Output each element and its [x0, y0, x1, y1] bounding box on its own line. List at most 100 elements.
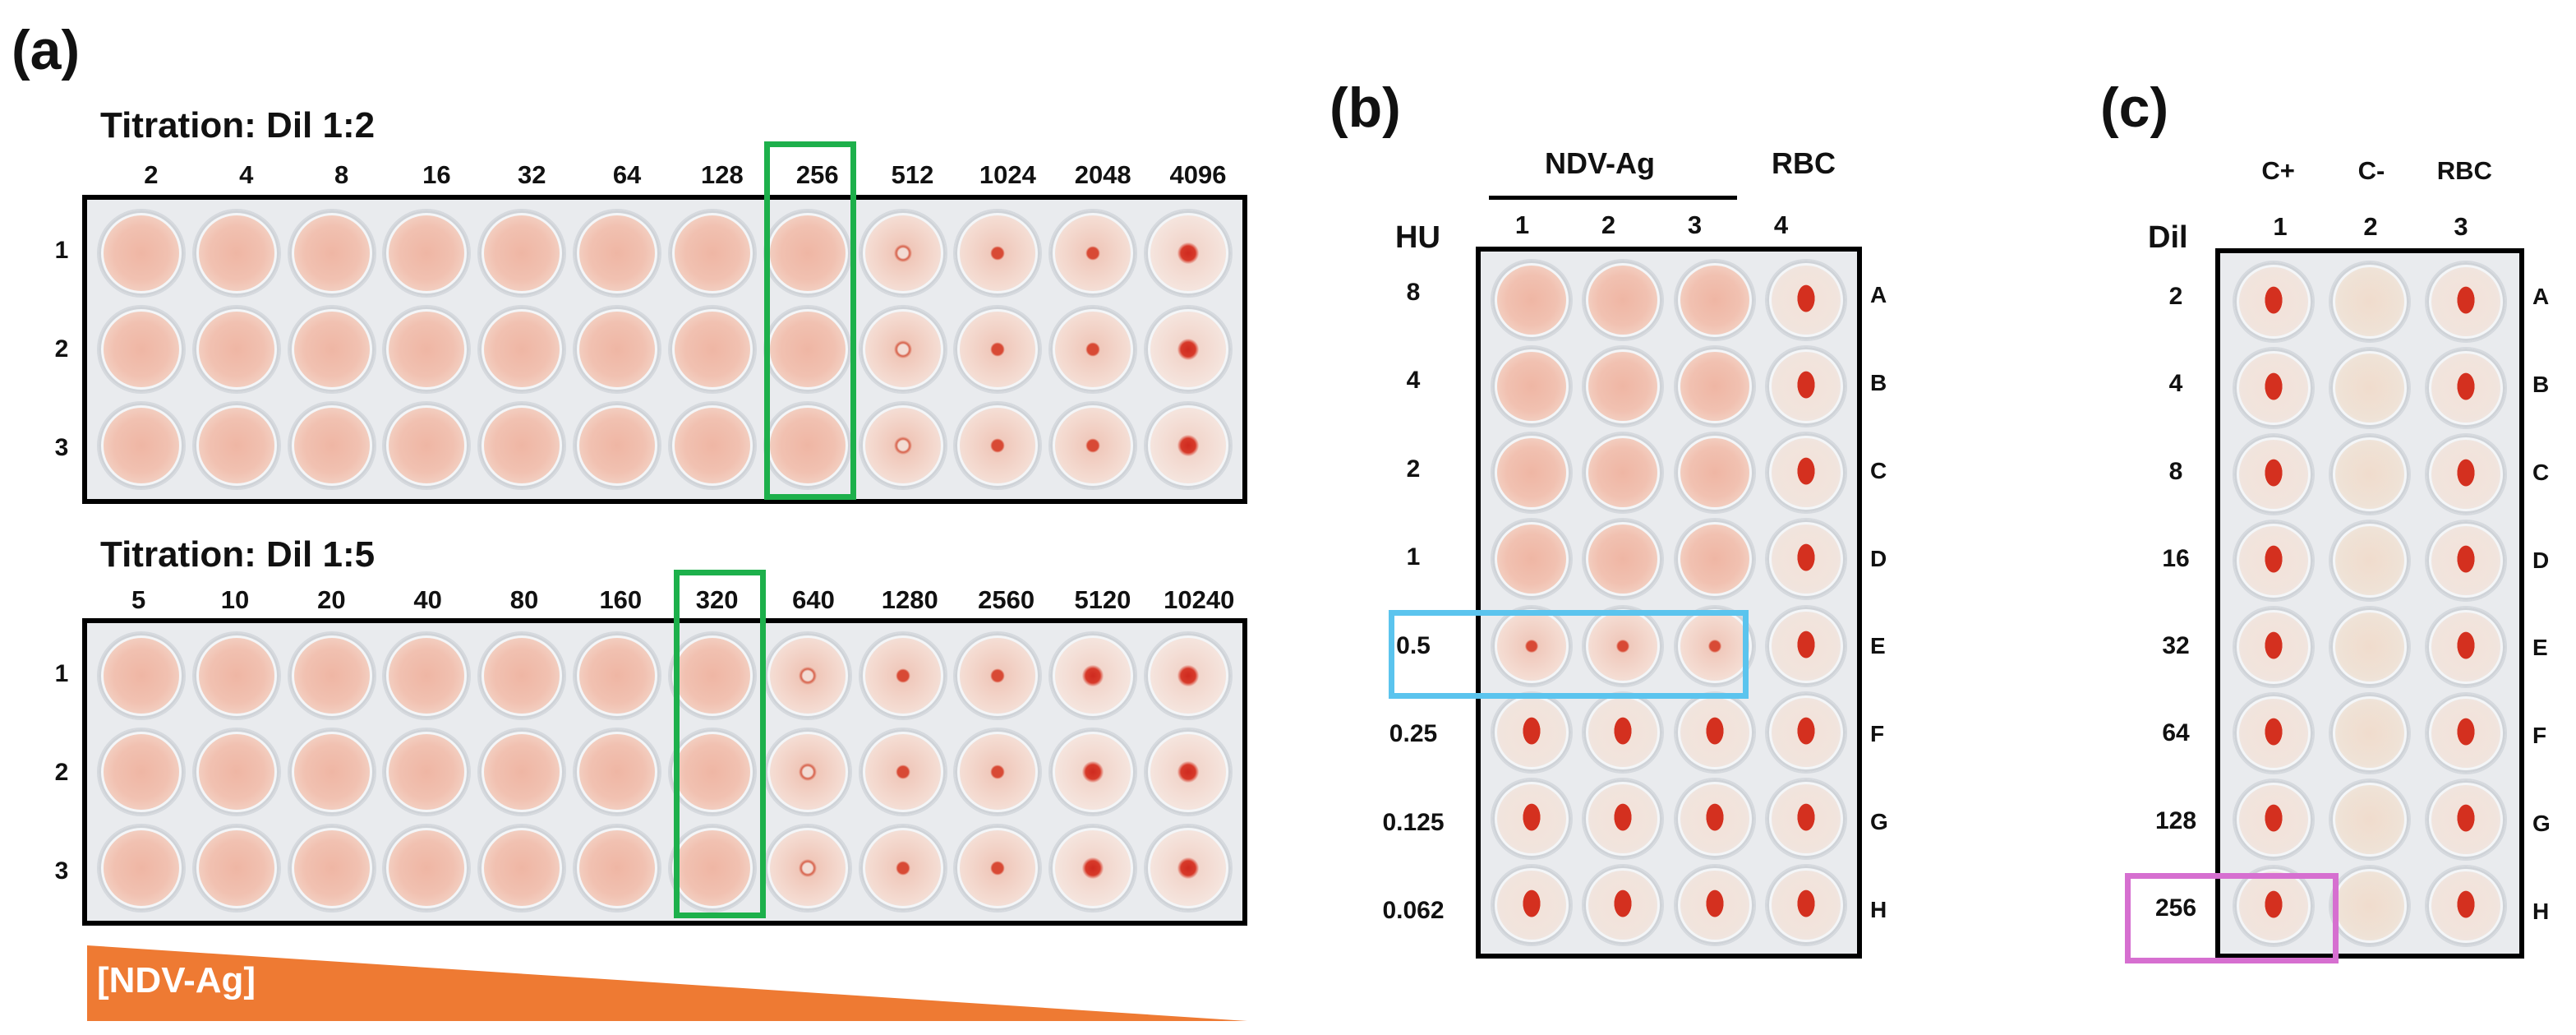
column-label: 1	[1514, 210, 1530, 239]
dil-axis-label: Dil	[2148, 220, 2188, 255]
highlight-box-256-c	[2125, 873, 2339, 963]
well	[859, 210, 946, 296]
well	[479, 210, 565, 296]
column-label: 320	[695, 585, 739, 614]
well	[2329, 434, 2409, 514]
well	[764, 825, 850, 911]
well	[1050, 306, 1136, 392]
well	[1767, 260, 1846, 340]
well	[193, 825, 279, 911]
well	[288, 210, 375, 296]
well	[1767, 606, 1846, 686]
well	[1675, 692, 1754, 772]
well	[2426, 693, 2506, 773]
well	[2426, 348, 2506, 427]
well	[98, 403, 184, 489]
well	[479, 403, 565, 489]
well	[2426, 520, 2506, 600]
well	[859, 825, 946, 911]
well	[1675, 866, 1754, 945]
plate-b-row-letters: A B C D E F G H	[1870, 252, 1903, 954]
row-letter: B	[2532, 372, 2550, 398]
column-label: 4	[239, 160, 254, 189]
column-header: C-	[2357, 156, 2385, 185]
well	[1491, 520, 1571, 599]
well	[98, 306, 184, 392]
well	[574, 306, 661, 392]
column-label: 8	[334, 160, 349, 189]
well	[98, 210, 184, 296]
column-label: 20	[317, 585, 346, 614]
plate-b	[1476, 247, 1862, 959]
well	[1145, 210, 1232, 296]
well	[2233, 779, 2313, 859]
well	[1145, 633, 1232, 719]
well	[859, 728, 946, 815]
well	[574, 210, 661, 296]
well	[1145, 306, 1232, 392]
well	[384, 403, 470, 489]
column-label: 3	[1687, 210, 1703, 239]
well	[193, 403, 279, 489]
well	[1491, 346, 1571, 426]
well	[1767, 866, 1846, 945]
dil-value-label: 4	[2168, 370, 2183, 398]
well	[1491, 692, 1571, 772]
well	[2233, 261, 2313, 341]
well	[669, 403, 755, 489]
well	[1675, 520, 1754, 599]
well	[1767, 433, 1846, 513]
well	[1145, 728, 1232, 815]
well	[193, 728, 279, 815]
titration-bottom-row-labels: 1 2 3	[43, 625, 81, 921]
well	[2426, 779, 2506, 859]
well	[574, 633, 661, 719]
well	[1583, 346, 1663, 426]
titration-top-title: Titration: Dil 1:2	[100, 105, 376, 146]
well	[859, 633, 946, 719]
hu-value-label: 0.25	[1389, 720, 1438, 748]
well	[1491, 866, 1571, 945]
column-label: 3	[2454, 212, 2468, 241]
well	[1675, 606, 1754, 686]
well	[1675, 260, 1754, 340]
column-label: 512	[891, 160, 934, 189]
row-letter: D	[1870, 545, 1887, 571]
well	[669, 825, 755, 911]
well	[764, 633, 850, 719]
hu-axis-label: HU	[1395, 220, 1440, 255]
titration-bottom-column-labels: 5 10 20 40 80 160 320 640 1280 2560 5120 10240	[90, 585, 1247, 618]
titration-top-plate	[82, 195, 1247, 504]
well	[2329, 261, 2409, 341]
panel-c-label: (c)	[2100, 76, 2169, 139]
well	[2233, 693, 2313, 773]
well	[384, 825, 470, 911]
well	[288, 633, 375, 719]
column-label: 64	[612, 160, 642, 189]
well	[2233, 348, 2313, 427]
plate-c	[2215, 248, 2524, 959]
well	[1767, 692, 1846, 772]
ndv-ag-gradient-wedge	[87, 945, 1247, 1021]
column-label: 160	[599, 585, 643, 614]
well	[288, 306, 375, 392]
hu-value-label: 0.062	[1382, 897, 1445, 925]
well	[955, 210, 1041, 296]
well	[1491, 433, 1571, 513]
plate-c-row-letters: A B C D E F G H	[2532, 253, 2565, 955]
dil-value-label: 64	[2162, 719, 2190, 747]
hu-value-label: 4	[1406, 367, 1421, 395]
column-label: 2560	[978, 585, 1035, 614]
well	[955, 728, 1041, 815]
column-label: 640	[792, 585, 835, 614]
well	[479, 825, 565, 911]
plate-c-headers: C+ C- RBC	[2232, 156, 2511, 189]
well	[1145, 403, 1232, 489]
well	[574, 825, 661, 911]
well	[2426, 261, 2506, 341]
row-letter: H	[2532, 898, 2550, 924]
well	[1491, 260, 1571, 340]
row-letter: F	[2532, 723, 2547, 749]
well	[384, 306, 470, 392]
well	[193, 306, 279, 392]
